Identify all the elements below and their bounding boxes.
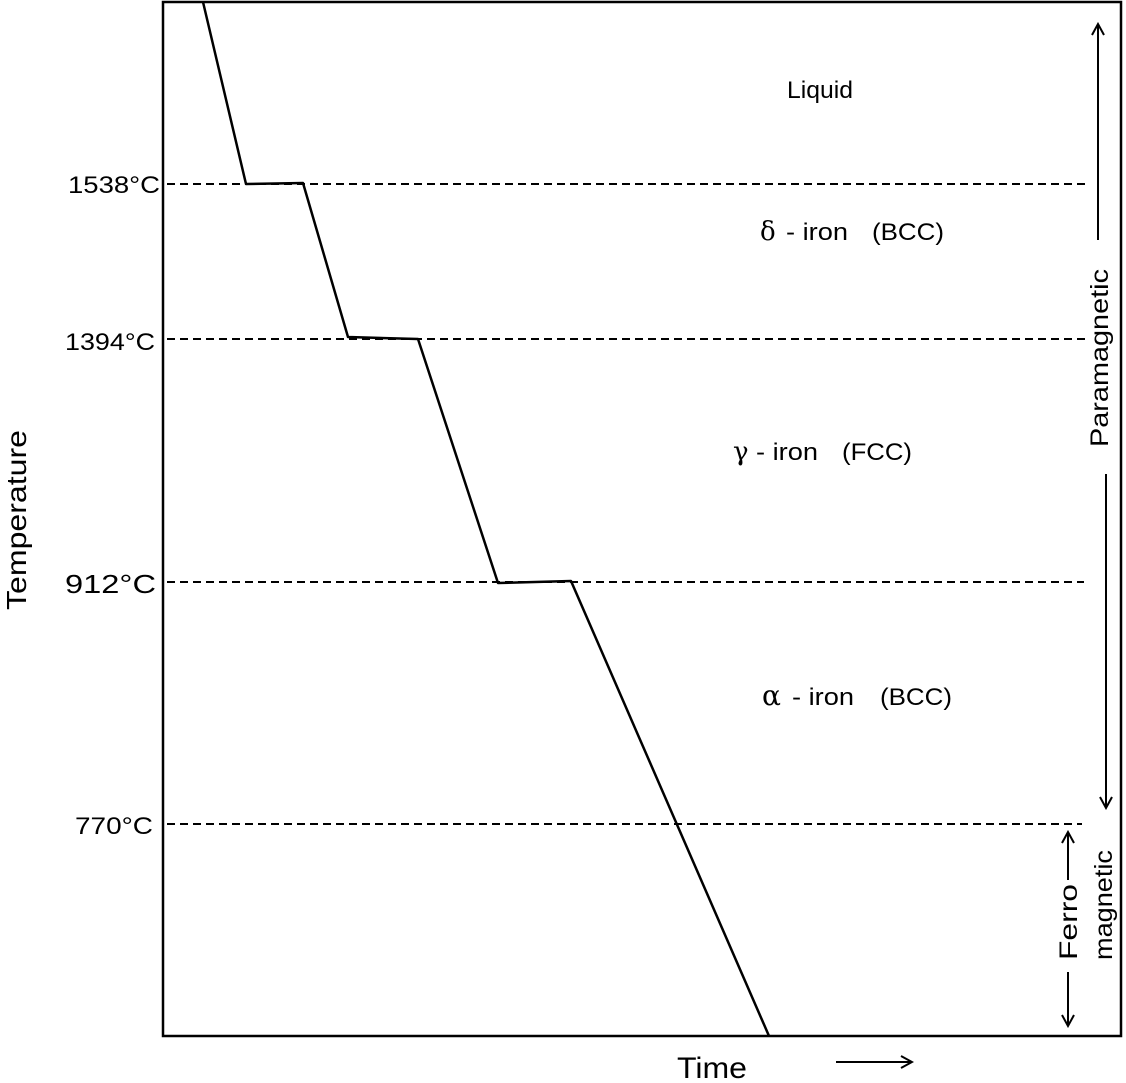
- phase-liquid-label: Liquid: [787, 77, 853, 104]
- x-axis-label: Time: [677, 1052, 747, 1083]
- phase-delta-symbol: δ: [760, 217, 776, 247]
- phase-alpha-symbol: α: [762, 679, 781, 712]
- phase-alpha-structure: (BCC): [880, 684, 952, 711]
- phase-alpha-label: α - iron (BCC): [762, 679, 952, 712]
- phase-gamma-label: γ - iron (FCC): [733, 437, 912, 467]
- level-label-1394: 1394°C: [65, 329, 155, 356]
- level-label-1538: 1538°C: [68, 172, 160, 199]
- paramagnetic-label: Paramagnetic: [1086, 269, 1114, 447]
- plot-frame: [161, 0, 1123, 1038]
- phase-alpha-name: - iron: [792, 684, 854, 711]
- ferro-label: Ferro: [1055, 884, 1083, 960]
- level-label-912: 912°C: [65, 569, 156, 599]
- phase-gamma-symbol: γ: [733, 437, 749, 467]
- phase-gamma-name: - iron: [756, 439, 818, 466]
- cooling-curve: [201, 1, 771, 1037]
- phase-delta-label: δ - iron (BCC): [760, 217, 944, 247]
- level-label-770: 770°C: [75, 813, 153, 840]
- phase-gamma-structure: (FCC): [842, 439, 912, 466]
- phase-delta-structure: (BCC): [872, 219, 944, 246]
- magnetic-label: magnetic: [1090, 850, 1118, 960]
- phase-delta-name: - iron: [786, 219, 848, 246]
- y-axis-label: Temperature: [1, 430, 32, 610]
